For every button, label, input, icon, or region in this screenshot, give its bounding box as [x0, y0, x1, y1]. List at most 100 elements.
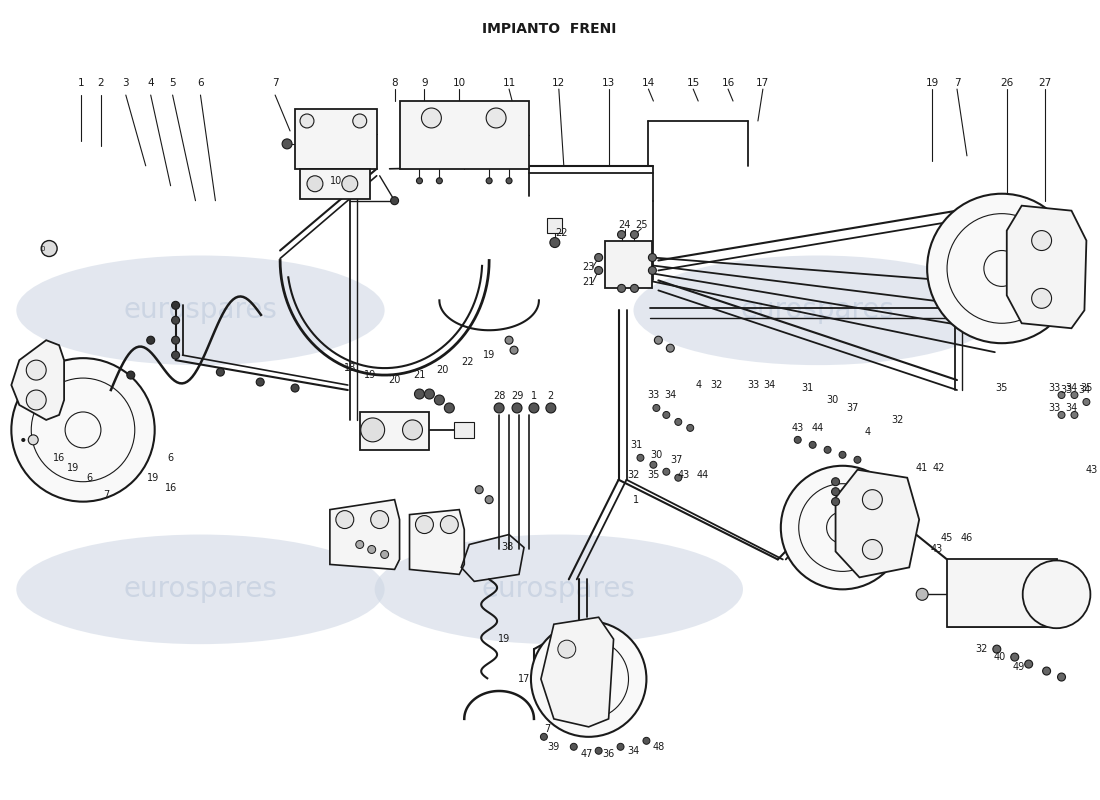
- Circle shape: [1071, 411, 1078, 418]
- Circle shape: [172, 302, 179, 310]
- Text: 33: 33: [1060, 385, 1072, 395]
- Text: 17: 17: [757, 78, 770, 88]
- Text: 8: 8: [392, 78, 398, 88]
- Text: 9: 9: [421, 78, 428, 88]
- Circle shape: [1058, 411, 1065, 418]
- Circle shape: [550, 238, 560, 247]
- Circle shape: [595, 747, 602, 754]
- Text: 6: 6: [197, 78, 204, 88]
- Circle shape: [26, 360, 46, 380]
- Circle shape: [421, 108, 441, 128]
- Circle shape: [686, 425, 694, 431]
- Text: 22: 22: [461, 357, 473, 367]
- Text: 12: 12: [552, 78, 565, 88]
- Circle shape: [862, 490, 882, 510]
- Circle shape: [361, 418, 385, 442]
- Polygon shape: [409, 510, 464, 574]
- Text: 17: 17: [518, 674, 530, 684]
- Text: 28: 28: [493, 391, 505, 401]
- Circle shape: [336, 510, 354, 529]
- Circle shape: [425, 389, 435, 399]
- Bar: [360, 412, 429, 450]
- Text: 16: 16: [53, 453, 65, 462]
- Circle shape: [531, 622, 647, 737]
- Circle shape: [29, 435, 38, 445]
- Text: 43: 43: [931, 545, 943, 554]
- Text: 7: 7: [272, 78, 278, 88]
- Circle shape: [417, 178, 422, 184]
- Text: 32: 32: [976, 644, 988, 654]
- Text: IMPIANTO  FRENI: IMPIANTO FRENI: [482, 22, 616, 36]
- Circle shape: [381, 550, 388, 558]
- Text: 34: 34: [1066, 383, 1078, 393]
- Circle shape: [282, 139, 293, 149]
- Text: 33: 33: [747, 380, 759, 390]
- Circle shape: [403, 420, 422, 440]
- Text: 37: 37: [846, 403, 859, 413]
- Circle shape: [486, 108, 506, 128]
- Polygon shape: [1006, 206, 1087, 328]
- Text: 32: 32: [627, 470, 640, 480]
- Text: 46: 46: [960, 533, 974, 542]
- Text: 21: 21: [583, 278, 595, 287]
- Text: 19: 19: [146, 473, 158, 482]
- Circle shape: [916, 588, 928, 600]
- Circle shape: [1057, 673, 1066, 681]
- Text: 34: 34: [1078, 385, 1090, 395]
- Text: 33: 33: [1048, 383, 1060, 393]
- Text: 36: 36: [603, 749, 615, 758]
- Circle shape: [512, 403, 522, 413]
- Bar: [300, 169, 370, 198]
- Text: 33: 33: [647, 390, 660, 400]
- Polygon shape: [11, 340, 64, 420]
- Circle shape: [810, 442, 816, 448]
- Circle shape: [617, 743, 624, 750]
- Bar: [605, 241, 652, 288]
- Text: 42: 42: [933, 462, 945, 473]
- Text: 3: 3: [122, 78, 129, 88]
- Circle shape: [172, 336, 179, 344]
- Circle shape: [367, 546, 376, 554]
- Text: 10: 10: [330, 176, 342, 186]
- Text: 2: 2: [548, 391, 554, 401]
- Circle shape: [415, 389, 425, 399]
- Text: 14: 14: [641, 78, 654, 88]
- Circle shape: [648, 254, 657, 262]
- Circle shape: [832, 488, 839, 496]
- Text: 48: 48: [652, 742, 664, 752]
- Circle shape: [172, 351, 179, 359]
- Circle shape: [637, 454, 644, 462]
- Text: 1: 1: [78, 78, 85, 88]
- Circle shape: [355, 541, 364, 549]
- Circle shape: [1058, 391, 1065, 398]
- Text: 43: 43: [792, 423, 804, 433]
- Text: 30: 30: [826, 395, 838, 405]
- Text: 16: 16: [165, 482, 177, 493]
- Circle shape: [674, 418, 682, 426]
- Circle shape: [1023, 561, 1090, 628]
- Circle shape: [595, 254, 603, 262]
- Text: 35: 35: [1080, 383, 1092, 393]
- Circle shape: [654, 336, 662, 344]
- Text: 30: 30: [650, 450, 662, 460]
- Circle shape: [416, 515, 433, 534]
- Circle shape: [824, 446, 832, 454]
- Text: 18: 18: [343, 363, 356, 373]
- Circle shape: [540, 734, 548, 740]
- Circle shape: [1043, 667, 1050, 675]
- Circle shape: [1032, 288, 1052, 308]
- Circle shape: [486, 178, 492, 184]
- Circle shape: [1025, 660, 1033, 668]
- Circle shape: [390, 197, 398, 205]
- Circle shape: [617, 285, 626, 292]
- Text: 0: 0: [41, 246, 45, 251]
- Text: 19: 19: [67, 462, 79, 473]
- Circle shape: [434, 395, 444, 405]
- Circle shape: [126, 371, 135, 379]
- Circle shape: [617, 230, 626, 238]
- Text: 31: 31: [630, 440, 642, 450]
- Bar: [399, 101, 529, 169]
- Circle shape: [300, 114, 313, 128]
- Polygon shape: [541, 618, 614, 727]
- Circle shape: [927, 194, 1077, 343]
